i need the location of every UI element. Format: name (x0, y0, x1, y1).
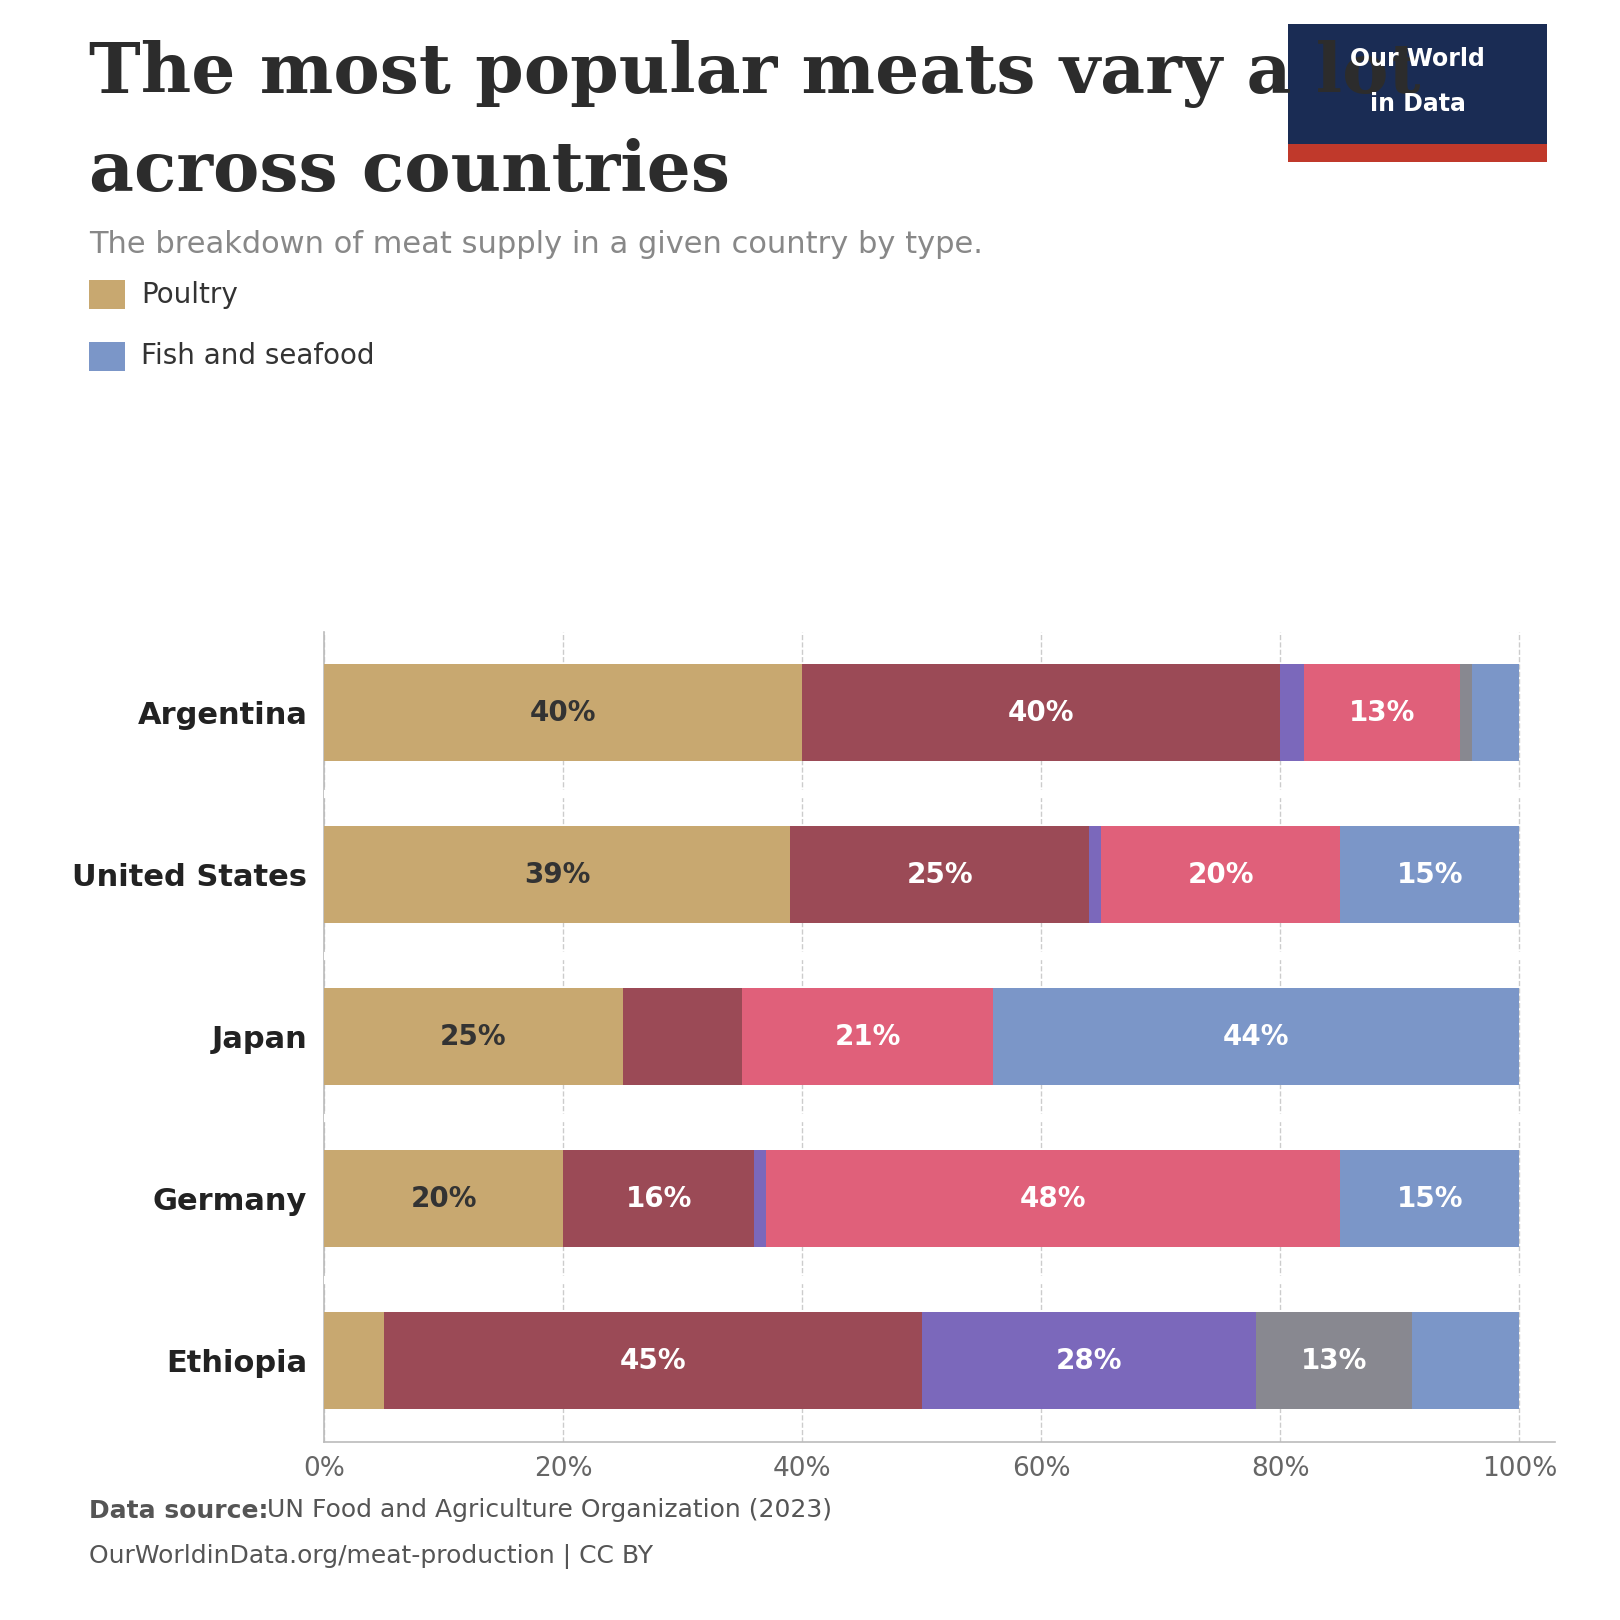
Text: across countries: across countries (89, 138, 731, 204)
Bar (1280, 664, 1304, 761)
Text: 39%: 39% (523, 860, 590, 889)
Text: 40%: 40% (530, 698, 596, 727)
Bar (1411, 1312, 1520, 1409)
Text: 25%: 25% (441, 1022, 507, 1051)
Bar (1102, 826, 1340, 923)
Bar (324, 826, 791, 923)
Bar (993, 988, 1520, 1085)
Bar (622, 988, 742, 1085)
Text: 45%: 45% (619, 1346, 685, 1375)
Text: OurWorldinData.org/meat-production | CC BY: OurWorldinData.org/meat-production | CC … (89, 1544, 653, 1568)
Text: in Data: in Data (1369, 92, 1466, 117)
Text: 15%: 15% (1396, 860, 1463, 889)
Text: The most popular meats vary a lot: The most popular meats vary a lot (89, 40, 1421, 109)
Bar (1340, 826, 1520, 923)
Text: Poultry: Poultry (141, 280, 238, 309)
Text: 20%: 20% (410, 1184, 476, 1213)
Text: 21%: 21% (834, 1022, 901, 1051)
Bar (324, 988, 622, 1085)
Text: Data source:: Data source: (89, 1498, 269, 1523)
Text: 15%: 15% (1396, 1184, 1463, 1213)
Text: Fish and seafood: Fish and seafood (141, 342, 374, 371)
Text: 25%: 25% (906, 860, 974, 889)
Bar (766, 1150, 1340, 1247)
Text: 48%: 48% (1021, 1184, 1087, 1213)
Bar (1257, 1312, 1411, 1409)
Bar (1089, 826, 1102, 923)
Text: Our World: Our World (1349, 47, 1486, 71)
Bar (324, 1312, 384, 1409)
Text: 40%: 40% (1008, 698, 1074, 727)
Bar (755, 1150, 766, 1247)
Bar (1304, 664, 1460, 761)
Text: 13%: 13% (1349, 698, 1414, 727)
Bar (1471, 664, 1520, 761)
Bar (802, 664, 1280, 761)
Text: 13%: 13% (1301, 1346, 1367, 1375)
Text: UN Food and Agriculture Organization (2023): UN Food and Agriculture Organization (20… (259, 1498, 833, 1523)
Text: 20%: 20% (1187, 860, 1254, 889)
Bar (324, 1150, 564, 1247)
Bar (324, 664, 802, 761)
Bar (564, 1150, 755, 1247)
Text: The breakdown of meat supply in a given country by type.: The breakdown of meat supply in a given … (89, 230, 983, 259)
Bar (742, 988, 993, 1085)
Text: 28%: 28% (1056, 1346, 1123, 1375)
Text: 44%: 44% (1223, 1022, 1290, 1051)
Bar (1340, 1150, 1520, 1247)
Bar (922, 1312, 1257, 1409)
Bar (384, 1312, 922, 1409)
Bar (1460, 664, 1471, 761)
Text: 16%: 16% (625, 1184, 692, 1213)
Bar (791, 826, 1089, 923)
